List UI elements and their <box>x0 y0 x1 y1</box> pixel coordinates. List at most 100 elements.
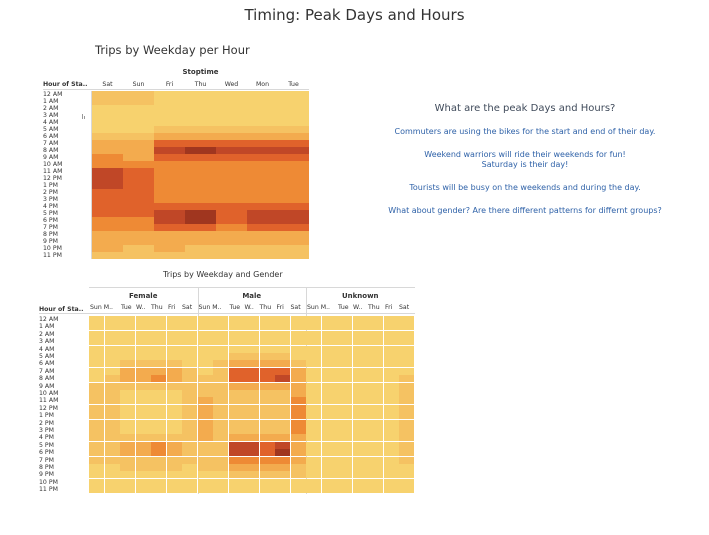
heat-cell <box>182 382 197 390</box>
heat-cell <box>399 353 414 360</box>
heat-cell <box>247 189 278 196</box>
heat-cell <box>259 412 275 420</box>
heat-cell <box>278 105 309 112</box>
heat-cell <box>244 419 259 427</box>
heat-cell <box>213 382 228 390</box>
heat-cell <box>337 338 352 346</box>
row-label: 7 AM <box>43 140 59 147</box>
heat-cell <box>290 330 306 338</box>
col-label: Fri <box>385 304 393 311</box>
heat-cell <box>383 412 399 420</box>
heat-cell <box>247 147 278 154</box>
row-label: 1 AM <box>39 323 55 331</box>
row-label: 11 AM <box>39 397 59 405</box>
heat-cell <box>321 382 337 390</box>
heat-cell <box>197 338 213 346</box>
heat-cell <box>278 133 309 140</box>
heat-cell <box>259 397 275 405</box>
heat-cell <box>244 486 259 494</box>
heat-cell <box>244 360 259 368</box>
heat-cell <box>275 360 290 368</box>
heat-cell <box>337 345 352 353</box>
heat-cell <box>104 441 120 449</box>
heat-cell <box>120 367 135 375</box>
col-label-sun: Sun <box>132 81 145 88</box>
heat-cell <box>306 449 321 457</box>
heat-cell <box>135 412 151 420</box>
heat-cell <box>151 434 166 442</box>
heat-cell <box>321 367 337 375</box>
row-label: 2 AM <box>39 330 55 338</box>
heat-cell <box>123 175 154 182</box>
heat-cell <box>306 360 321 368</box>
heat-cell <box>321 464 337 471</box>
heat-cell <box>368 486 383 494</box>
heat-cell <box>123 224 154 231</box>
heat-cell <box>275 397 290 405</box>
heat-cell <box>166 375 182 383</box>
row-label: 10 AM <box>39 390 59 397</box>
heat-cell <box>120 353 135 360</box>
heat-cell <box>275 330 290 338</box>
heat-cell <box>216 105 247 112</box>
heat-cell <box>306 330 321 338</box>
heat-cell <box>244 412 259 420</box>
heat-cell <box>228 427 244 434</box>
heat-cell <box>244 441 259 449</box>
heat-cell <box>337 441 352 449</box>
heat-cell <box>275 427 290 434</box>
heat-cell <box>185 98 216 105</box>
panel-line-commuters: Commuters are using the bikes for the st… <box>394 127 656 136</box>
heat-cell <box>352 382 368 390</box>
heat-cell <box>278 98 309 105</box>
heat-cell <box>182 360 197 368</box>
heat-cell <box>306 471 321 479</box>
heat-cell <box>337 404 352 412</box>
page-title: Timing: Peak Days and Hours <box>244 6 465 24</box>
heat-cell <box>368 375 383 383</box>
heat-cell <box>123 140 154 147</box>
row-label: 2 PM <box>39 419 54 427</box>
heat-cell <box>166 427 182 434</box>
heat-cell <box>135 382 151 390</box>
heat-cell <box>197 353 213 360</box>
row-label: 5 PM <box>43 210 58 217</box>
heat-cell <box>275 456 290 464</box>
row-label: 3 AM <box>39 338 55 346</box>
heat-cell <box>290 441 306 449</box>
col-label: Fri <box>168 304 176 311</box>
heat-cell <box>123 231 154 238</box>
heat-cell <box>151 330 166 338</box>
heat-cell <box>123 133 154 140</box>
heat-cell <box>352 316 368 323</box>
row-header: Hour of Sta.. <box>43 81 88 88</box>
heat-cell <box>275 486 290 494</box>
heat-cell <box>182 330 197 338</box>
heat-cell <box>135 360 151 368</box>
heat-cell <box>123 196 154 203</box>
heat-cell <box>166 478 182 486</box>
heat-cell <box>151 464 166 471</box>
heat-cell <box>321 486 337 494</box>
heat-cell <box>399 382 414 390</box>
heat-cell <box>92 147 123 154</box>
heat-cell <box>290 353 306 360</box>
heat-cell <box>306 367 321 375</box>
heat-cell <box>154 196 185 203</box>
heat-cell <box>216 231 247 238</box>
heat-cell <box>104 375 120 383</box>
heat-cell <box>216 112 247 119</box>
heat-cell <box>92 238 123 245</box>
heat-cell <box>185 147 216 154</box>
heat-cell <box>89 360 104 368</box>
heat-cell <box>123 126 154 133</box>
heat-cell <box>154 119 185 126</box>
heat-cell <box>337 471 352 479</box>
heat-cell <box>197 478 213 486</box>
heat-cell <box>92 168 123 175</box>
heat-cell <box>306 478 321 486</box>
heat-cell <box>154 168 185 175</box>
heat-cell <box>352 456 368 464</box>
heat-cell <box>216 210 247 217</box>
col-label: Thu <box>151 304 163 311</box>
